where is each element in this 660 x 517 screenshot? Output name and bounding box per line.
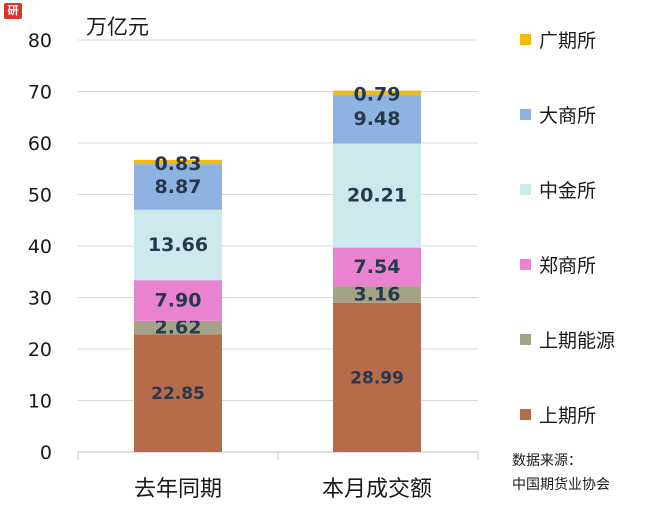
y-tick-label: 40: [28, 236, 52, 258]
legend-item: 大商所: [520, 102, 597, 127]
data-label: 2.62: [155, 317, 202, 339]
y-tick-label: 80: [28, 30, 52, 52]
legend-swatch: [520, 408, 531, 420]
y-tick-label: 70: [28, 82, 52, 104]
legend-item: 上期所: [520, 402, 597, 427]
data-label: 22.85: [151, 384, 205, 404]
bar-segment: [134, 320, 222, 335]
legend-swatch: [520, 33, 531, 45]
bar-segment: [333, 94, 421, 144]
legend-label: 郑商所: [539, 254, 597, 277]
source-org: 中国期货业协会: [512, 477, 610, 493]
legend-item: 郑商所: [520, 252, 597, 277]
legend-label: 广期所: [539, 29, 597, 52]
legend-label: 上期所: [539, 404, 597, 427]
bar-segment: [333, 143, 421, 248]
source-label: 数据来源：: [512, 453, 582, 469]
source-note: 数据来源： 中国期货业协会: [512, 449, 610, 497]
bar-segment: [134, 164, 222, 210]
x-category-label: 本月成交额: [322, 477, 432, 502]
data-label: 20.21: [347, 185, 407, 207]
data-label: 0.79: [354, 84, 401, 106]
legend-swatch: [520, 333, 531, 345]
legend-swatch: [520, 258, 531, 270]
legend-label: 上期能源: [539, 329, 616, 352]
y-tick-label: 50: [28, 185, 52, 207]
data-label: 3.16: [354, 284, 401, 306]
unit-label: 万亿元: [86, 15, 149, 39]
bar-segment: [134, 209, 222, 281]
data-label: 8.87: [155, 176, 202, 198]
bar-segment: [134, 159, 222, 165]
bar-segment: [333, 302, 421, 452]
legend-swatch: [520, 108, 531, 120]
bar-segment: [333, 286, 421, 303]
bar-segment: [333, 247, 421, 287]
legend-swatch: [520, 183, 531, 195]
y-tick-label: 30: [28, 288, 52, 310]
y-tick-label: 20: [28, 339, 52, 361]
data-label: 7.90: [155, 289, 202, 311]
data-label: 0.83: [155, 153, 202, 175]
legend-item: 广期所: [520, 27, 597, 52]
data-label: 7.54: [354, 256, 401, 278]
y-tick-label: 0: [40, 442, 52, 464]
bar-segment: [333, 90, 421, 95]
bar-segment: [134, 280, 222, 321]
data-label: 28.99: [350, 368, 404, 388]
legend-item: 上期能源: [520, 327, 616, 352]
y-tick-label: 10: [28, 391, 52, 413]
y-tick-label: 60: [28, 133, 52, 155]
data-label: 13.66: [148, 234, 208, 256]
legend-label: 中金所: [539, 179, 597, 202]
logo: 研: [4, 3, 22, 19]
data-label: 9.48: [354, 108, 401, 130]
x-category-label: 去年同期: [134, 477, 222, 502]
legend-label: 大商所: [539, 104, 597, 127]
bar-segment: [134, 334, 222, 452]
legend-item: 中金所: [520, 177, 597, 202]
